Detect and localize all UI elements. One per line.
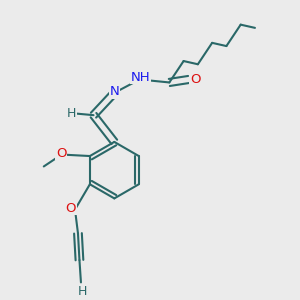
Text: H: H [78,285,87,298]
Text: O: O [56,147,66,160]
Text: O: O [65,202,76,214]
Text: NH: NH [131,70,150,84]
Text: H: H [67,107,76,120]
Text: N: N [110,85,119,98]
Text: O: O [190,73,200,86]
